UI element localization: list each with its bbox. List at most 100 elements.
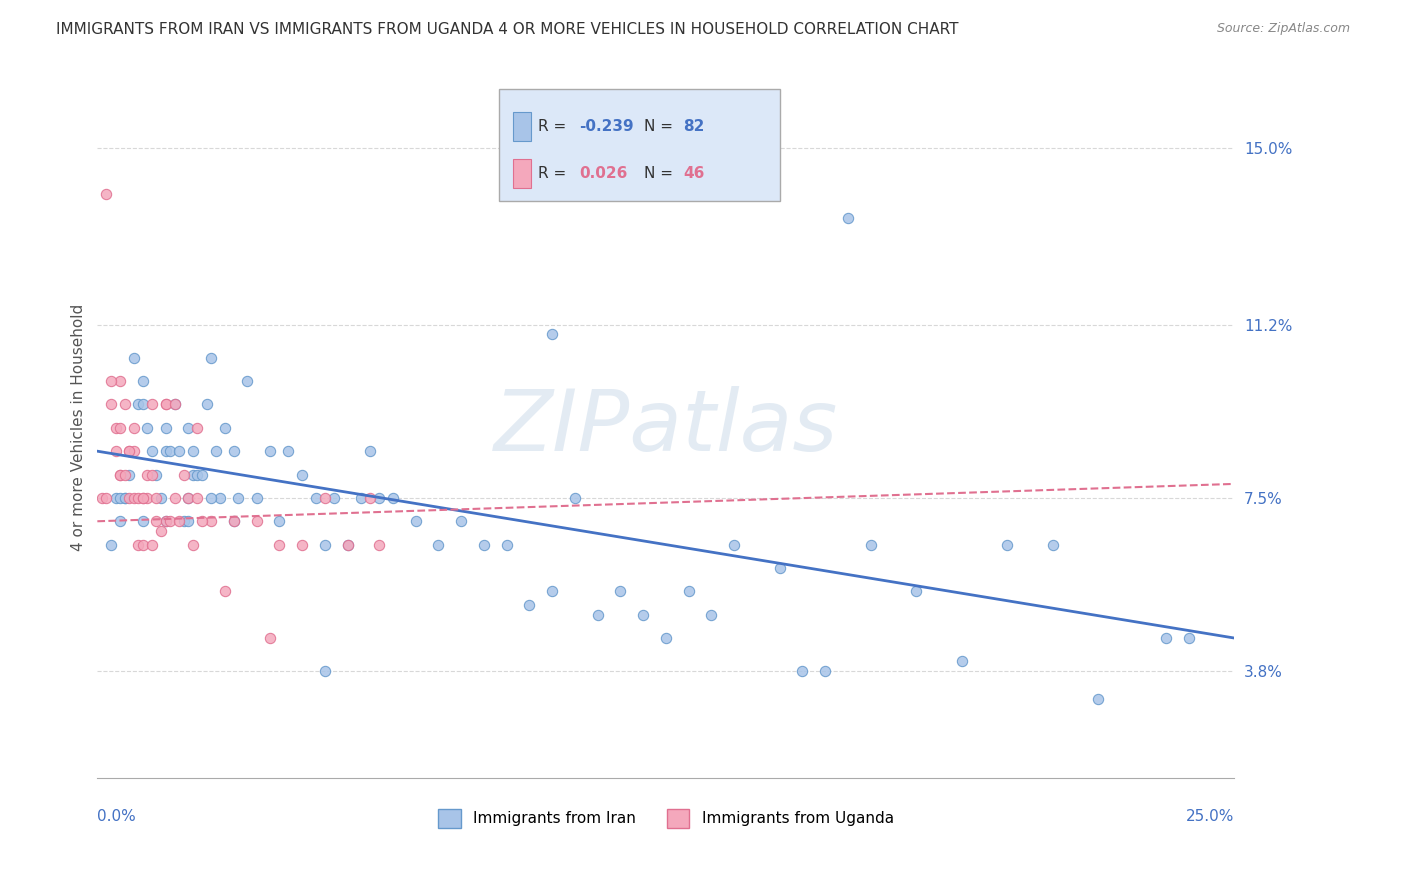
Point [150, 491, 173, 505]
Point [214, 584, 236, 599]
Point [1154, 631, 1177, 645]
Text: R =: R = [538, 166, 572, 181]
Point [195, 397, 218, 411]
Point [145, 514, 167, 528]
Point [495, 538, 517, 552]
Point [118, 467, 141, 482]
Point [173, 467, 195, 482]
Point [269, 514, 291, 528]
Point [90, 491, 112, 505]
Point [214, 421, 236, 435]
Point [122, 421, 145, 435]
Text: Source: ZipAtlas.com: Source: ZipAtlas.com [1216, 22, 1350, 36]
Point [472, 538, 495, 552]
Text: 0.0%: 0.0% [97, 808, 136, 823]
Point [108, 467, 131, 482]
Point [100, 374, 122, 388]
Point [305, 491, 328, 505]
Point [181, 538, 204, 552]
Point [163, 397, 186, 411]
Point [564, 491, 586, 505]
Point [114, 491, 136, 505]
Point [191, 514, 214, 528]
Point [96, 187, 118, 202]
Point [541, 327, 564, 342]
Point [177, 514, 200, 528]
Text: R =: R = [538, 119, 572, 134]
Point [163, 491, 186, 505]
Point [336, 538, 359, 552]
Point [108, 514, 131, 528]
Point [104, 421, 127, 435]
Point [291, 538, 314, 552]
Point [122, 444, 145, 458]
Legend: Immigrants from Iran, Immigrants from Uganda: Immigrants from Iran, Immigrants from Ug… [432, 803, 900, 834]
Point [108, 467, 131, 482]
Point [450, 514, 472, 528]
Point [723, 538, 745, 552]
Point [350, 491, 373, 505]
Text: N =: N = [644, 166, 678, 181]
Point [159, 514, 181, 528]
Point [132, 514, 155, 528]
Point [382, 491, 405, 505]
Point [204, 444, 226, 458]
Point [141, 397, 163, 411]
Point [814, 664, 837, 678]
Point [269, 538, 291, 552]
Point [118, 491, 141, 505]
Point [586, 607, 609, 622]
Point [259, 444, 281, 458]
Point [181, 444, 204, 458]
Point [132, 538, 155, 552]
Point [186, 491, 208, 505]
Point [336, 538, 359, 552]
Point [122, 351, 145, 365]
Point [655, 631, 678, 645]
Point [96, 491, 118, 505]
Point [132, 491, 155, 505]
Point [177, 491, 200, 505]
Point [236, 374, 259, 388]
Point [100, 538, 122, 552]
Point [200, 491, 222, 505]
Point [222, 514, 245, 528]
Point [145, 467, 167, 482]
Point [155, 397, 177, 411]
Point [145, 491, 167, 505]
Point [108, 421, 131, 435]
Point [108, 374, 131, 388]
Point [314, 491, 336, 505]
Point [181, 467, 204, 482]
Point [141, 444, 163, 458]
Point [191, 467, 214, 482]
Point [150, 524, 173, 538]
Point [368, 538, 391, 552]
Text: N =: N = [644, 119, 678, 134]
Point [136, 491, 159, 505]
Text: 0.026: 0.026 [579, 166, 627, 181]
Point [245, 514, 267, 528]
Point [631, 607, 654, 622]
Point [186, 467, 208, 482]
Point [245, 491, 267, 505]
Point [163, 397, 186, 411]
Text: 25.0%: 25.0% [1187, 808, 1234, 823]
Text: 82: 82 [683, 119, 704, 134]
Point [100, 397, 122, 411]
Text: 46: 46 [683, 166, 704, 181]
Point [837, 211, 859, 225]
Y-axis label: 4 or more Vehicles in Household: 4 or more Vehicles in Household [72, 304, 86, 551]
Point [155, 514, 177, 528]
Point [177, 421, 200, 435]
Point [155, 514, 177, 528]
Point [127, 491, 149, 505]
Point [127, 538, 149, 552]
Point [222, 514, 245, 528]
Point [141, 467, 163, 482]
Point [173, 514, 195, 528]
Point [200, 514, 222, 528]
Point [541, 584, 564, 599]
Point [136, 421, 159, 435]
Point [132, 491, 155, 505]
